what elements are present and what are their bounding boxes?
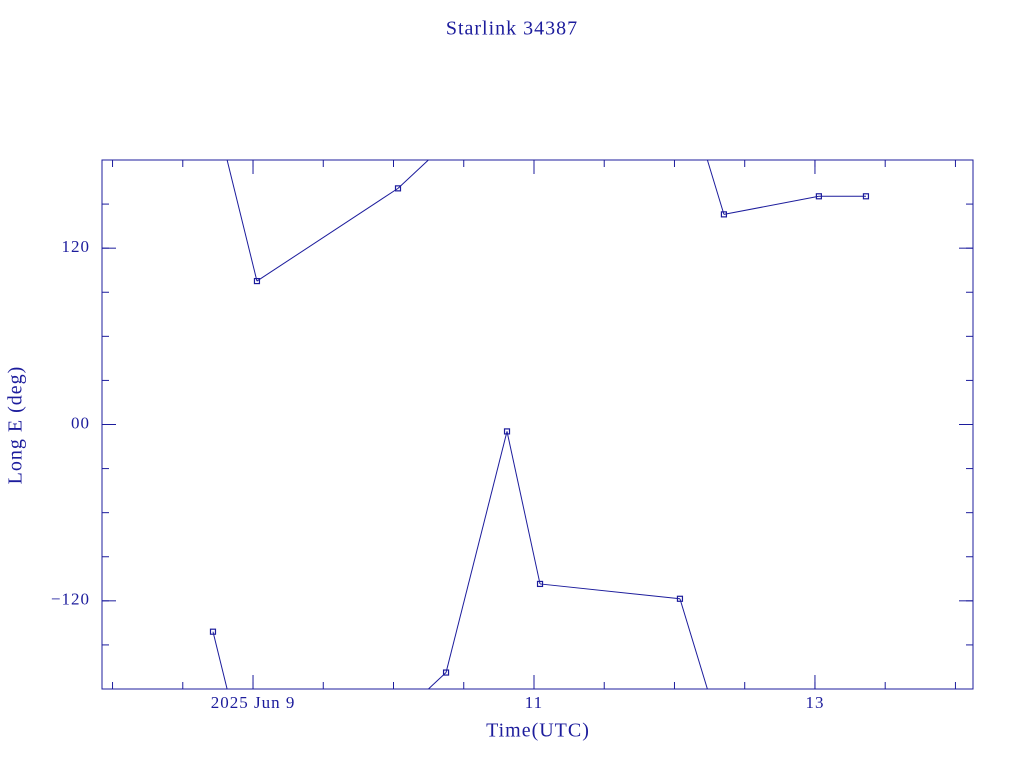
line-segment [212, 159, 258, 690]
data-point [503, 428, 511, 435]
line-segment [397, 159, 447, 690]
data-point [536, 580, 544, 588]
x-tick-label: 2025 Jun 9 [211, 693, 296, 712]
y-axis-label: Long E (deg) [5, 366, 27, 485]
line-segment [506, 431, 541, 585]
line-segment [679, 159, 725, 690]
data-point [442, 669, 450, 676]
y-tick-label: 00 [71, 413, 90, 432]
y-tick-label: −120 [51, 590, 90, 609]
x-axis-label: Time(UTC) [486, 720, 590, 742]
data-point [209, 628, 217, 635]
line-segment [256, 187, 399, 282]
chart-title: Starlink 34387 [446, 18, 578, 40]
data-point [253, 277, 261, 285]
line-segment [445, 431, 508, 673]
x-tick-label: 13 [805, 693, 824, 712]
data-point [676, 595, 684, 602]
data-point [394, 185, 402, 192]
data-point [720, 211, 728, 218]
line-segment [539, 583, 681, 600]
plot-frame [101, 159, 974, 690]
x-tick-label: 11 [525, 693, 543, 712]
data-point [862, 193, 870, 200]
data-point [815, 193, 822, 200]
y-tick-label: 120 [62, 237, 91, 256]
line-segment [723, 195, 819, 215]
